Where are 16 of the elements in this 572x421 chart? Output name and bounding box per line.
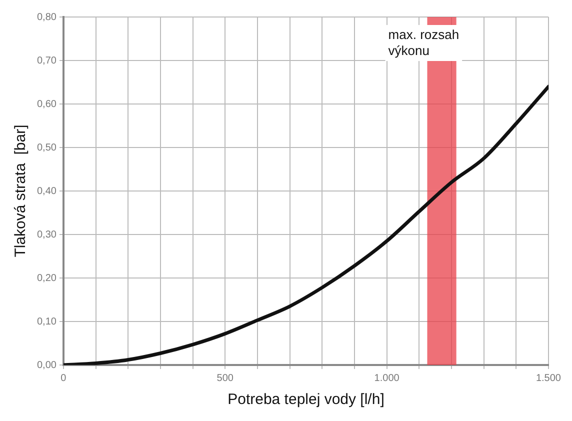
y-tick-label: 0,00	[36, 360, 57, 371]
x-tick-label: 1.500	[536, 372, 562, 384]
x-tick-label: 500	[216, 372, 234, 384]
y-tick-label: 0,30	[36, 229, 57, 240]
y-tick-label: 0,80	[36, 12, 57, 23]
y-tick-label: 0,10	[36, 316, 57, 328]
y-tick-label: 0,50	[36, 142, 57, 154]
y-tick-label: 0,60	[36, 98, 57, 110]
x-axis-title: Potreba teplej vody [l/h]	[228, 391, 384, 408]
y-tick-label: 0,40	[36, 186, 57, 197]
x-tick-label: 1.000	[374, 372, 400, 384]
y-tick-label: 0,20	[36, 272, 57, 284]
y-tick-label: 0,70	[36, 55, 57, 66]
x-tick-label: 0	[60, 372, 67, 384]
band-label: max. rozsah výkonu	[388, 27, 460, 58]
y-axis-title: Tlaková strata [bar]	[12, 124, 30, 258]
